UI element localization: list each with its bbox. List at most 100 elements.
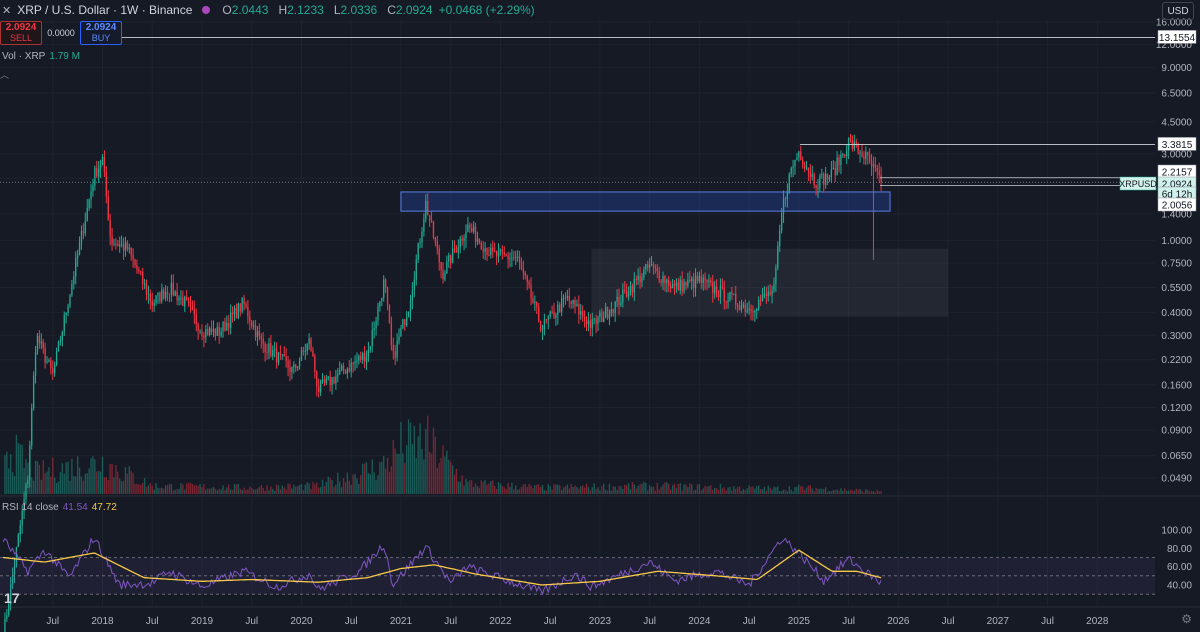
volume-bar — [742, 489, 745, 494]
volume-bar — [589, 490, 591, 494]
volume-bar — [857, 489, 859, 494]
volume-legend[interactable]: Vol · XRP 1.79 M — [2, 51, 80, 62]
volume-bar — [530, 485, 532, 494]
candle-body — [740, 304, 743, 311]
candle-body — [446, 261, 448, 274]
volume-bar — [394, 448, 396, 494]
gear-icon[interactable]: ⚙ — [1181, 612, 1192, 626]
candle-body — [478, 239, 481, 243]
candle-body — [157, 292, 159, 296]
indicator-icon[interactable] — [202, 6, 211, 14]
volume-bar — [725, 490, 727, 494]
volume-bar — [557, 484, 559, 494]
volume-bar — [249, 486, 251, 494]
candle-body — [71, 283, 73, 296]
volume-bar — [333, 486, 335, 494]
candle-body — [767, 291, 769, 296]
volume-bar — [811, 488, 813, 494]
candle-body — [744, 304, 746, 312]
rsi-legend[interactable]: RSI 14 close 41.54 47.72 — [2, 502, 117, 513]
price-label: 2.2157 — [1162, 168, 1193, 179]
candle-body — [792, 166, 794, 168]
candle-body — [388, 305, 391, 324]
volume-bar — [295, 486, 297, 494]
candle-body — [46, 361, 48, 363]
price-label: 6d 12h — [1162, 190, 1193, 201]
candle-body — [59, 340, 62, 342]
candle-body — [622, 289, 624, 303]
volume-bar — [331, 479, 333, 494]
volume-bar — [404, 462, 406, 494]
candle-body — [714, 286, 716, 293]
candle-body — [268, 342, 270, 353]
candle-body — [813, 174, 815, 185]
volume-bar — [224, 489, 226, 494]
volume-bar — [706, 486, 708, 494]
candle-body — [589, 320, 591, 328]
candle-body — [679, 280, 681, 291]
volume-bar — [453, 474, 456, 494]
volume-bar — [434, 436, 437, 494]
candle-body — [69, 295, 71, 307]
volume-bar — [750, 486, 752, 494]
time-tick-label: Jul — [146, 616, 159, 627]
candle-body — [184, 296, 186, 307]
volume-bar — [564, 486, 567, 494]
price-label: 2.0924 — [1162, 180, 1193, 191]
buy-button[interactable]: 2.0924 BUY — [80, 21, 122, 45]
candle-body — [306, 343, 308, 352]
candle-body — [815, 184, 817, 189]
volume-bar — [627, 483, 630, 494]
volume-bar — [230, 489, 232, 494]
candle-body — [723, 287, 725, 302]
volume-bar — [281, 485, 283, 494]
volume-bar — [802, 486, 804, 494]
volume-bar — [633, 484, 635, 494]
candle-body — [363, 353, 366, 362]
volume-bar — [547, 484, 549, 494]
candle-body — [444, 273, 446, 280]
candle-body — [386, 288, 389, 306]
candle-body — [293, 364, 295, 367]
volume-bar — [560, 490, 563, 494]
price-tick-label: 0.4000 — [1161, 308, 1192, 319]
volume-bar — [771, 489, 773, 494]
volume-bar — [859, 489, 861, 494]
volume-bar — [472, 486, 475, 494]
candle-body — [670, 286, 672, 289]
volume-bar — [59, 472, 62, 494]
volume-bar — [417, 436, 419, 494]
candle-body — [777, 246, 779, 268]
candle-body — [182, 297, 184, 307]
candle-body — [469, 224, 471, 229]
candle-body — [807, 167, 810, 172]
time-tick-label: 2027 — [987, 616, 1010, 627]
candle-body — [222, 321, 224, 332]
volume-bar — [847, 490, 850, 494]
volume-bar — [868, 491, 871, 494]
volume-bar — [86, 473, 88, 494]
volume-bar — [381, 461, 383, 494]
candle-body — [576, 304, 578, 307]
candle-body — [13, 565, 16, 575]
volume-bar — [652, 486, 655, 494]
volume-bar — [296, 486, 299, 494]
tradingview-logo-icon[interactable]: 17 — [4, 590, 20, 606]
volume-bar — [54, 477, 56, 494]
candle-body — [513, 257, 515, 259]
sell-button[interactable]: 2.0924 SELL — [0, 21, 42, 45]
candle-body — [344, 371, 347, 374]
volume-bar — [258, 487, 261, 494]
volume-bar — [559, 485, 561, 494]
volume-bar — [346, 472, 349, 494]
currency-button[interactable]: USD — [1162, 2, 1194, 20]
price-tick-label: 0.0490 — [1161, 474, 1192, 485]
volume-bar — [819, 488, 821, 494]
volume-bar — [362, 463, 364, 494]
collapse-icon[interactable]: ︿ — [0, 70, 10, 80]
close-icon[interactable]: ✕ — [2, 4, 12, 17]
symbol-title[interactable]: XRP / U.S. Dollar · 1W · Binance — [17, 3, 193, 17]
volume-bar — [593, 483, 595, 494]
volume-bar — [792, 491, 794, 494]
